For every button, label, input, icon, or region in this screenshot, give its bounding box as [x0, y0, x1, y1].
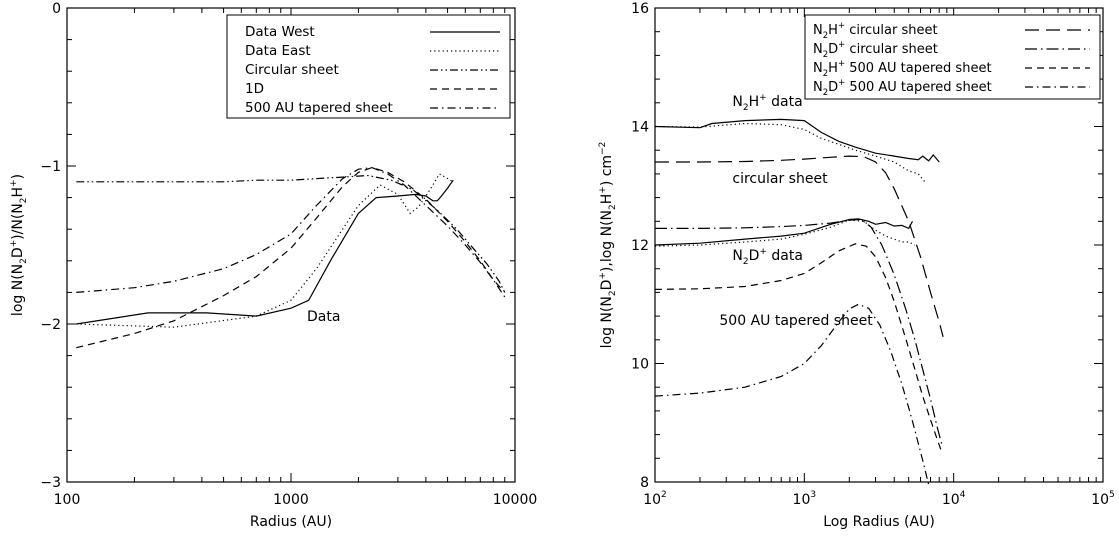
series-n2d-500-au-tapered-sheet-line: [654, 303, 930, 486]
left-legend: Data West Data East Circular sheet 1D 50…: [226, 14, 511, 119]
right-annotation-500au-tapered-sheet: 500 AU tapered sheet: [719, 313, 873, 329]
right-y-axis-label: log N(N2D+),log N(N2H+) cm−2: [598, 142, 618, 349]
right-ticks: 102 103 104 105 8 10 12 14 16: [631, 1, 1115, 508]
series-data-east-line: [76, 173, 454, 328]
right-panel: 102 103 104 105 8 10 12 14 16 log N(N2D+),log N(…: [598, 1, 1115, 530]
left-y-tick-label: 0: [52, 1, 61, 17]
left-y-axis-label: log N(N2D+)/N(N2H+): [9, 174, 29, 316]
series-data-west-line: [76, 179, 454, 325]
series-n2h-circular-sheet-line: [655, 155, 944, 337]
series-n2d-data-west-line: [654, 218, 914, 246]
right-legend: N2H+ circular sheet N2D+ circular sheet …: [804, 14, 1101, 100]
right-annotation-n2d-data: N2D+ data: [732, 247, 803, 267]
left-y-tick-label: −3: [40, 475, 61, 491]
right-x-tick-label: 104: [942, 490, 966, 508]
left-x-tick-label: 10000: [493, 492, 538, 508]
series-circular-sheet-line: [76, 174, 506, 293]
right-y-tick-label: 14: [631, 120, 649, 136]
right-y-tick-label: 12: [631, 238, 649, 254]
left-x-axis-label: Radius (AU): [250, 514, 332, 530]
left-y-tick-label: −2: [40, 317, 61, 333]
legend-label-n2h-circular-sheet: N2H+ circular sheet: [813, 21, 938, 41]
series-n2d-circular-sheet-line: [655, 218, 943, 444]
left-y-tick-label: −1: [40, 159, 61, 175]
right-y-tick-label: 8: [640, 475, 649, 491]
right-x-axis-label: Log Radius (AU): [823, 514, 935, 530]
right-y-tick-label: 10: [631, 357, 649, 373]
right-annotation-n2h-data: N2H+ data: [732, 93, 802, 113]
left-x-tick-label: 1000: [273, 492, 309, 508]
legend-label-data-east: Data East: [245, 43, 311, 59]
left-legend-entry: Data West: [245, 24, 500, 40]
series-500-au-tapered-sheet-line: [76, 166, 506, 298]
series-n2h-500-au-tapered-sheet-line: [654, 243, 942, 450]
left-legend-entry: 500 AU tapered sheet: [245, 100, 500, 116]
right-series-group: [654, 118, 944, 486]
left-x-tick-label: 100: [54, 492, 81, 508]
left-series-group: [76, 166, 506, 349]
right-y-tick-label: 16: [631, 1, 649, 17]
legend-label-circular-sheet: Circular sheet: [245, 62, 339, 78]
left-ticks: 100 1000 10000 0 −1 −2 −3: [40, 1, 537, 508]
left-legend-entry: Data East: [245, 43, 500, 59]
legend-label-n2d-circular-sheet: N2D+ circular sheet: [813, 40, 938, 60]
legend-label-data-west: Data West: [245, 24, 315, 40]
right-x-tick-label: 103: [793, 490, 817, 508]
right-annotation-circular-sheet: circular sheet: [732, 171, 828, 187]
left-legend-entry: Circular sheet: [245, 62, 500, 78]
right-x-tick-label: 105: [1091, 490, 1115, 508]
right-legend-entry: N2H+ 500 AU tapered sheet: [813, 59, 1090, 79]
legend-label-500au-tapered-sheet: 500 AU tapered sheet: [245, 100, 393, 116]
series-n2h-data-west-line: [654, 118, 940, 163]
legend-label-n2h-500au-tapered-sheet: N2H+ 500 AU tapered sheet: [813, 59, 992, 79]
right-legend-entry: N2H+ circular sheet: [813, 21, 1090, 41]
left-annotation-data: Data: [307, 309, 340, 325]
right-legend-entry: N2D+ 500 AU tapered sheet: [813, 78, 1090, 98]
right-x-tick-label: 102: [643, 490, 667, 508]
legend-label-1d: 1D: [245, 81, 264, 97]
right-legend-entry: N2D+ circular sheet: [813, 40, 1090, 60]
legend-label-n2d-500au-tapered-sheet: N2D+ 500 AU tapered sheet: [813, 78, 992, 98]
right-legend-box: [804, 14, 1101, 100]
left-legend-entry: 1D: [245, 81, 500, 97]
series-1d-line: [76, 166, 506, 349]
